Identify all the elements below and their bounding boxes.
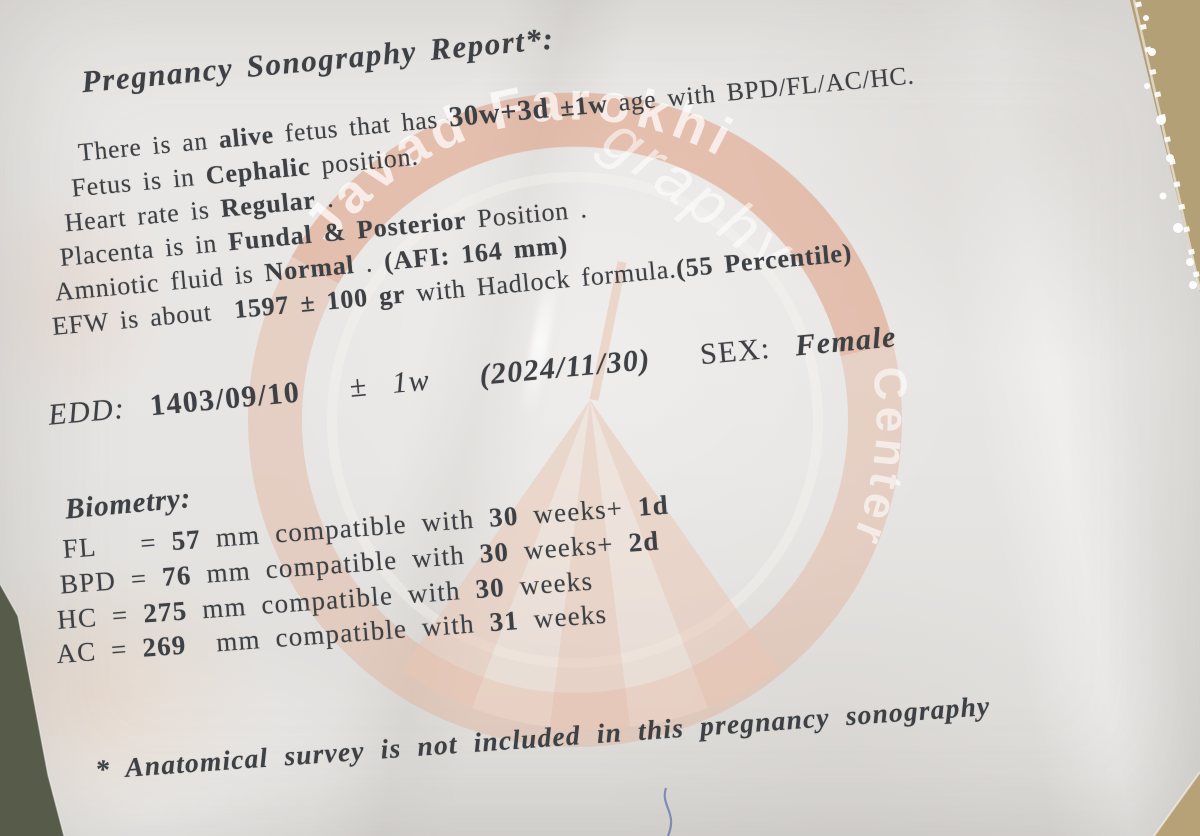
report-title: Pregnancy Sonography Report*:	[80, 20, 556, 100]
footnote: * Anatomical survey is not included in t…	[94, 689, 992, 785]
background-surface-left	[0, 584, 64, 836]
edd-line: EDD: 1403/09/10 ± 1w (2024/11/30) SEX: F…	[46, 320, 899, 432]
pen-mark	[663, 787, 673, 836]
paper-edge-bottom-right	[1153, 771, 1200, 836]
biometry-heading: Biometry:	[63, 482, 193, 526]
paper-edge-left	[0, 583, 65, 836]
report-page: Pregnancy Sonography Report*: There is a…	[40, 0, 1200, 836]
background-surface-bottom-right	[1154, 772, 1200, 836]
